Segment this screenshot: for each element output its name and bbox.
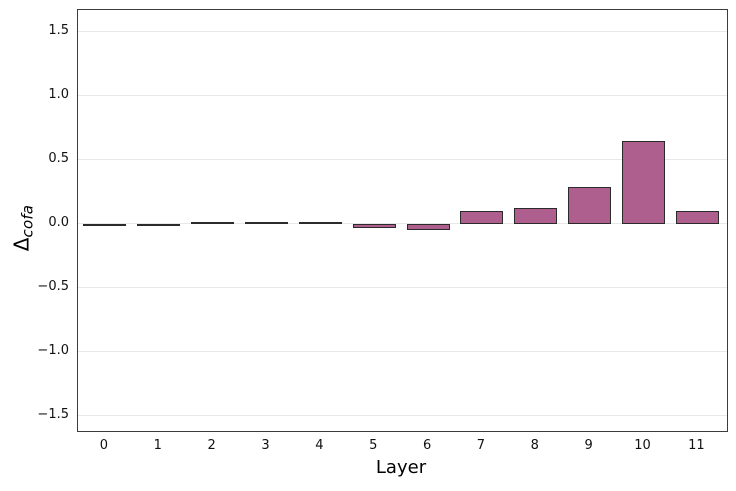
gridline-y-1.0 <box>78 95 727 97</box>
x-tick-label: 5 <box>369 438 378 453</box>
bar-layer-1 <box>137 223 181 226</box>
x-tick-label: 0 <box>99 438 109 453</box>
y-tick-label: 0.0 <box>48 214 69 230</box>
bar-layer-6 <box>406 223 450 231</box>
plot-area <box>77 9 728 432</box>
gridline-y-−0.5 <box>78 287 727 289</box>
x-tick-label: 8 <box>530 438 539 453</box>
x-tick-label: 7 <box>476 438 486 453</box>
y-tick-label: −1.5 <box>37 406 69 422</box>
y-tick-label: 1.0 <box>48 86 69 102</box>
x-tick-label: 1 <box>153 438 162 453</box>
bar-layer-3 <box>244 222 289 225</box>
x-tick-label: 3 <box>261 438 270 453</box>
x-tick-label: 2 <box>207 438 216 453</box>
bar-layer-2 <box>191 222 235 225</box>
x-tick-label: 4 <box>315 438 324 453</box>
gridline-y-0.5 <box>78 159 727 161</box>
bar-layer-5 <box>352 223 396 228</box>
gridline-y-−1.0 <box>78 351 727 353</box>
gridline-y-−1.5 <box>78 415 727 417</box>
x-tick-label: 9 <box>584 438 593 453</box>
y-tick-label: −0.5 <box>37 278 69 294</box>
gridline-y-1.5 <box>78 31 727 33</box>
bar-layer-10 <box>621 140 666 224</box>
x-tick-label: 6 <box>422 438 432 453</box>
gridline-y-0.0 <box>78 223 727 225</box>
y-tick-label: 1.5 <box>48 22 69 38</box>
bar-layer-0 <box>83 223 127 226</box>
bar-layer-9 <box>568 186 612 224</box>
bar-layer-11 <box>675 210 719 224</box>
y-axis-label-base: Δ <box>9 237 34 252</box>
y-tick-label: −1.0 <box>37 342 69 358</box>
bar-layer-8 <box>514 208 558 224</box>
x-axis-label: Layer <box>375 457 427 478</box>
bar-layer-4 <box>298 222 342 225</box>
x-tick-label: 11 <box>688 438 705 453</box>
bar-layer-7 <box>460 210 504 224</box>
y-tick-label: 0.5 <box>48 150 69 166</box>
x-tick-label: 10 <box>634 438 651 453</box>
